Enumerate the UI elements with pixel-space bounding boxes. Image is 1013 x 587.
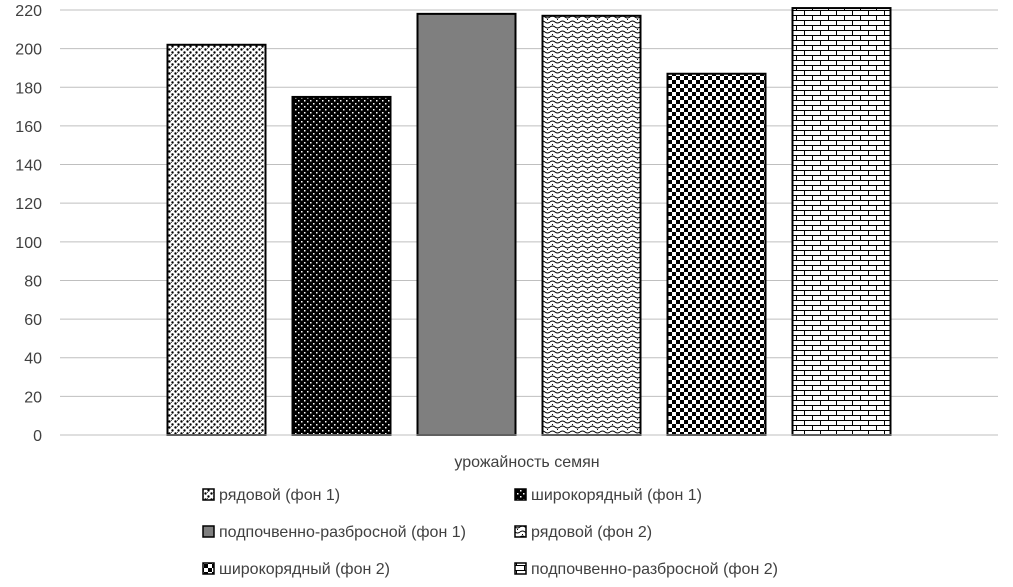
legend: рядовой (фон 1) широкорядный (фон 1) подпо…: [202, 487, 778, 578]
legend-label: широкорядный (фон 1): [531, 487, 702, 504]
y-tick-label: 40: [24, 351, 42, 368]
legend-swatch: [202, 488, 215, 501]
bar-series-1: [166, 43, 267, 436]
y-tick-label: 200: [15, 42, 42, 59]
y-tick-label: 20: [24, 389, 42, 406]
y-tick-label: 60: [24, 312, 42, 329]
y-tick-label: 120: [15, 196, 42, 213]
y-tick-label: 220: [15, 3, 42, 20]
legend-swatch: [514, 525, 527, 538]
y-tick-label: 160: [15, 119, 42, 136]
legend-swatch: [514, 488, 527, 501]
y-tick-label: 180: [15, 80, 42, 97]
legend-label: широкорядный (фон 2): [219, 561, 390, 578]
bar-series-6: [791, 7, 892, 437]
legend-swatch: [202, 525, 215, 538]
y-tick-label: 100: [15, 235, 42, 252]
legend-swatch: [202, 562, 215, 575]
bar-series-4: [541, 14, 642, 437]
bars: [166, 7, 892, 437]
legend-label: подпочвенно-разбросной (фон 1): [219, 524, 466, 541]
y-tick-label: 0: [33, 428, 42, 445]
y-axis-tick-labels: 0 20 40 60 80 100 120 140 160 180 200 220: [15, 3, 42, 445]
y-tick-label: 140: [15, 158, 42, 175]
legend-label: подпочвенно-разбросной (фон 2): [531, 561, 778, 578]
legend-label: рядовой (фон 2): [531, 524, 652, 541]
bar-series-3: [416, 12, 517, 436]
y-tick-label: 80: [24, 273, 42, 290]
x-axis-category-label: урожайность семян: [454, 454, 599, 471]
bar-series-2: [291, 95, 392, 436]
legend-swatch: [514, 562, 527, 575]
legend-label: рядовой (фон 1): [219, 487, 340, 504]
bar-series-5: [666, 72, 767, 436]
